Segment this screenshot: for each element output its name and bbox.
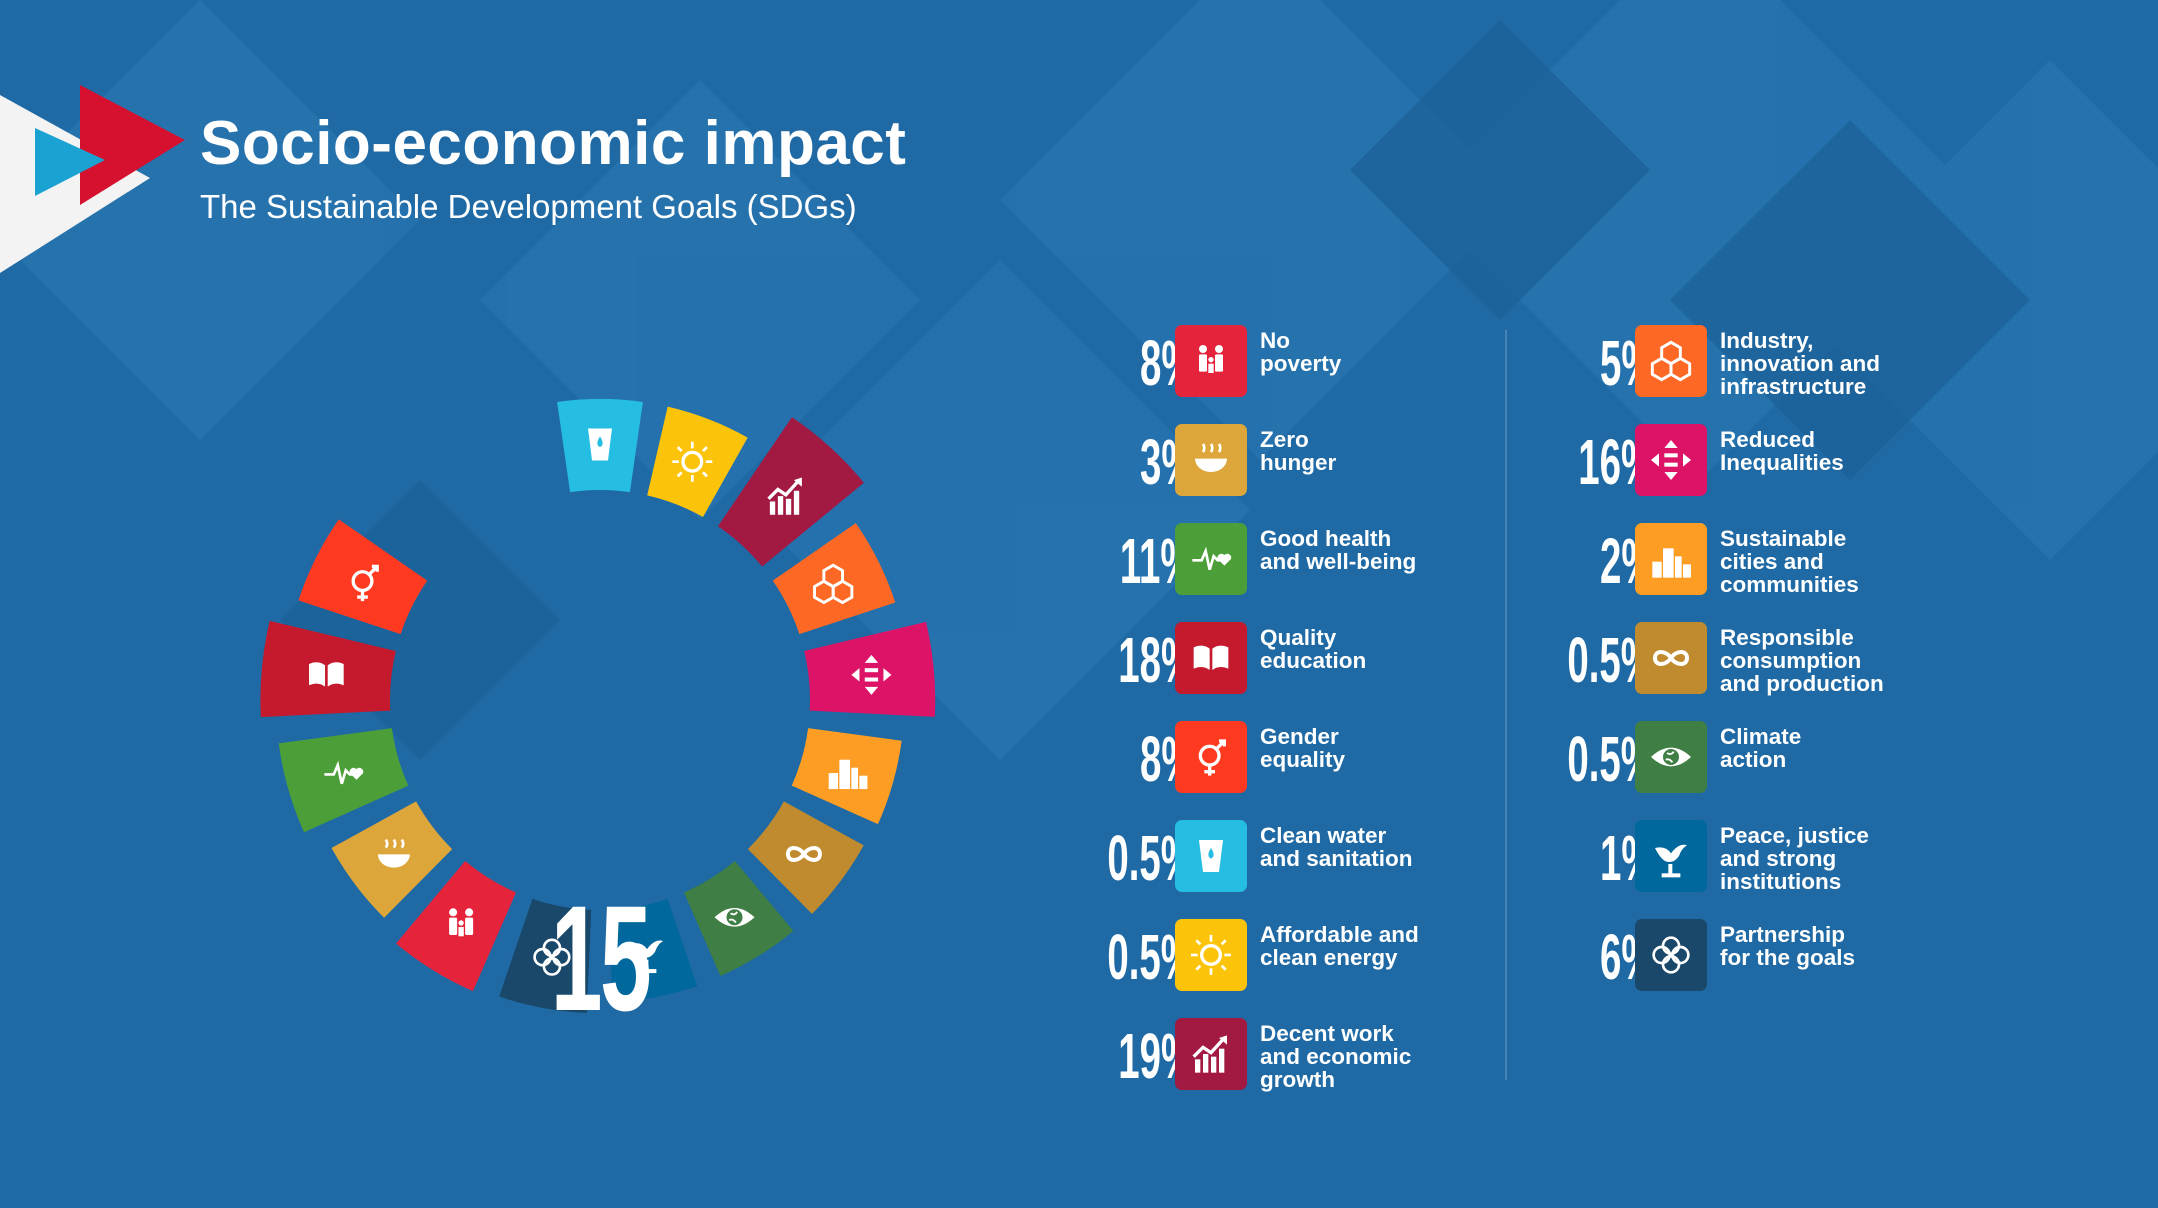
gender-icon <box>1175 721 1247 793</box>
logo-red-arrow <box>80 85 185 205</box>
goal-row: 18% Quality education <box>1040 622 1510 694</box>
goal-label: Industry, innovation and infrastructure <box>1720 328 1880 399</box>
goal-label: Reduced Inequalities <box>1720 427 1844 475</box>
goal-label: Affordable and clean energy <box>1260 922 1419 970</box>
goals-list-left: 8% No poverty 3% Zero hunger 11% Good health … <box>1040 325 1510 1117</box>
wheel-segment-chart-growth-icon <box>767 477 802 515</box>
goal-percentage: 0.5% <box>1049 925 1195 989</box>
goal-row: 2% Sustainable cities and communities <box>1500 523 1970 597</box>
cubes-icon <box>1635 325 1707 397</box>
bowl-icon <box>1175 424 1247 496</box>
goal-label: Responsible consumption and production <box>1720 625 1884 696</box>
goal-label: Zero hunger <box>1260 427 1337 475</box>
goal-row: 0.5% Climate action <box>1500 721 1970 793</box>
wheel-segment-gender-icon <box>351 564 379 602</box>
goal-row: 0.5% Clean water and sanitation <box>1040 820 1510 892</box>
goal-percentage: 0.5% <box>1049 826 1195 890</box>
wheel-segment-heartbeat-icon <box>324 760 364 785</box>
equality-icon <box>1635 424 1707 496</box>
wheel-segment-family-icon <box>449 908 474 937</box>
goal-label: Peace, justice and strong institutions <box>1720 823 1869 894</box>
goal-row: 16% Reduced Inequalities <box>1500 424 1970 496</box>
family-icon <box>1175 325 1247 397</box>
wheel-segment <box>772 523 896 635</box>
goal-label: Clean water and sanitation <box>1260 823 1413 871</box>
wheel-segment-eye-globe-icon <box>714 907 755 927</box>
book-icon <box>1175 622 1247 694</box>
wheel-segment-bowl-icon <box>377 838 410 868</box>
goal-percentage: 0.5% <box>1509 727 1655 791</box>
goal-row: 0.5% Responsible consumption and producti… <box>1500 622 1970 696</box>
goal-row: 0.5% Affordable and clean energy <box>1040 919 1510 991</box>
goal-row: 3% Zero hunger <box>1040 424 1510 496</box>
goal-row: 8% Gender equality <box>1040 721 1510 793</box>
eye-globe-icon <box>1635 721 1707 793</box>
goal-row: 11% Good health and well-being <box>1040 523 1510 595</box>
wheel-segment-flower-icon <box>533 938 571 976</box>
page-subtitle: The Sustainable Development Goals (SDGs) <box>200 188 857 225</box>
sun-icon <box>1175 919 1247 991</box>
goals-list-right: 5% Industry, innovation and infrastructur… <box>1500 325 1970 1018</box>
goal-row: 19% Decent work and economic growth <box>1040 1018 1510 1092</box>
goal-label: Good health and well-being <box>1260 526 1417 574</box>
goal-row: 8% No poverty <box>1040 325 1510 397</box>
sdg-wheel <box>260 398 936 1013</box>
wheel-segment <box>717 417 864 567</box>
wheel-segment-book-icon <box>309 662 344 687</box>
column-divider <box>1505 330 1507 1080</box>
wheel-segment-dove-icon <box>631 940 664 974</box>
goal-row: 1% Peace, justice and strong institutions <box>1500 820 1970 894</box>
heartbeat-icon <box>1175 523 1247 595</box>
page-title: Socio-economic impact <box>200 109 907 178</box>
wheel-segment-cubes-icon <box>813 563 854 605</box>
goal-label: Climate action <box>1720 724 1802 772</box>
wheel-segment-water-icon <box>588 428 612 461</box>
goal-row: 5% Industry, innovation and infrastructur… <box>1500 325 1970 399</box>
goal-label: Sustainable cities and communities <box>1720 526 1859 597</box>
water-icon <box>1175 820 1247 892</box>
goal-percentage: 0.5% <box>1509 628 1655 692</box>
city-icon <box>1635 523 1707 595</box>
wheel-segment-sun-icon <box>672 441 713 482</box>
wheel-center-number: 15 <box>550 874 652 1042</box>
wheel-segment <box>298 519 428 635</box>
goal-label: No poverty <box>1260 328 1342 376</box>
wheel-segment-infinity-icon <box>785 846 822 862</box>
wheel-segment <box>499 898 592 1013</box>
wheel-segment-equality-icon <box>851 654 892 695</box>
goal-row: 6% Partnership for the goals <box>1500 919 1970 991</box>
chart-growth-icon <box>1175 1018 1247 1090</box>
wheel-segment <box>647 406 748 517</box>
goal-label: Partnership for the goals <box>1720 922 1856 970</box>
goal-label: Decent work and economic growth <box>1260 1021 1412 1092</box>
flower-icon <box>1635 919 1707 991</box>
wheel-segment-city-icon <box>828 759 868 790</box>
goal-label: Quality education <box>1260 625 1367 673</box>
logo-blue-arrow <box>35 128 105 196</box>
dove-icon <box>1635 820 1707 892</box>
goal-label: Gender equality <box>1260 724 1346 772</box>
infinity-icon <box>1635 622 1707 694</box>
